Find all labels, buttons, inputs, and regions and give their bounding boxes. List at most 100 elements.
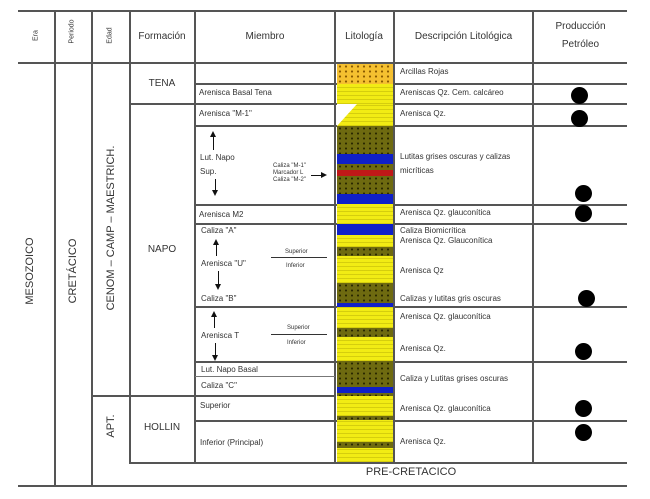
table-top-border <box>18 10 627 12</box>
u-divider-line <box>271 257 327 258</box>
header-produccion-line2: Petróleo <box>561 39 600 50</box>
header-bottom-border <box>18 62 627 64</box>
lith-caliza-c <box>337 387 393 393</box>
lith-caliza-a <box>337 224 393 235</box>
lith-arenisca-u-glauc <box>337 235 393 247</box>
miembro-m1: Arenisca "M-1" <box>199 109 252 118</box>
row-line <box>195 83 627 85</box>
lith-lutitas-1 <box>337 126 393 154</box>
desc-calizas-lutitas: Calizas y lutitas gris oscuras <box>400 294 501 303</box>
desc-basal-tena: Areniscas Qz. Cem. calcáreo <box>400 88 504 97</box>
desc-lutitas-1: Lutitas grises oscuras y calizas <box>400 152 511 161</box>
edad-lower-label: APT. <box>105 414 117 438</box>
lith-caliza-b <box>337 283 393 303</box>
lith-hollin-inferior-1 <box>337 420 393 442</box>
table-bottom-border <box>18 485 627 487</box>
lith-caliza-m1 <box>337 154 393 164</box>
miembro-caliza-m2: Caliza "M-2" <box>273 177 306 183</box>
row-line <box>195 376 335 377</box>
lith-lutitas-2 <box>337 164 393 170</box>
production-dot-icon <box>575 424 592 441</box>
miembro-caliza-b: Caliza "B" <box>201 294 237 303</box>
header-formacion: Formación <box>138 31 186 42</box>
lith-u-shale <box>337 247 393 256</box>
header-produccion-line1: Producción <box>555 21 606 32</box>
arrow-down-icon <box>215 271 221 290</box>
formacion-divider-tena <box>130 103 195 105</box>
miembro-caliza-c: Caliza "C" <box>201 381 237 390</box>
miembro-caliza-a: Caliza "A" <box>201 226 237 235</box>
lith-hollin-inferior-2 <box>337 448 393 462</box>
row-line <box>195 223 627 225</box>
desc-m2: Arenisca Qz. glauconítica <box>400 208 491 217</box>
col-line-formacion <box>194 10 196 464</box>
col-line-era <box>54 10 56 487</box>
col-line-descripcion <box>532 10 534 464</box>
t-divider-line <box>271 334 327 335</box>
formacion-napo: NAPO <box>147 244 177 255</box>
periodo-label: CRETÁCICO <box>67 238 79 304</box>
lith-hollin-shale <box>337 416 393 420</box>
lith-arenisca-basal-tena <box>337 84 393 104</box>
arrow-right-icon <box>311 175 323 176</box>
lith-arenisca-u <box>337 256 393 283</box>
lith-arenisca-t <box>337 337 393 361</box>
lith-hollin-inferior-shale <box>337 442 393 448</box>
miembro-lut-napo-sup-2: Sup. <box>200 167 217 176</box>
edad-upper-label: CENOM – CAMP – MAESTRICH. <box>105 145 117 311</box>
arrow-right-head <box>321 172 327 178</box>
header-era: Era <box>32 30 40 41</box>
miembro-caliza-m1: Caliza "M-1" <box>273 163 306 169</box>
miembro-basal-tena: Arenisca Basal Tena <box>199 88 272 97</box>
col-line-periodo <box>91 10 93 487</box>
miembro-t-inferior: Inferior <box>287 340 306 346</box>
lith-caliza-c-shale <box>337 393 393 396</box>
production-dot-icon <box>575 185 592 202</box>
era-label: MESOZOICO <box>24 237 36 305</box>
row-line <box>195 125 627 127</box>
arrow-down-icon <box>212 343 218 361</box>
miembro-u-superior: Superior <box>285 249 308 255</box>
row-line <box>195 420 627 422</box>
row-line <box>195 103 627 105</box>
header-periodo: Periodo <box>68 19 76 44</box>
pre-cretacico-label: PRE-CRETACICO <box>365 466 457 478</box>
desc-arcillas-rojas: Arcillas Rojas <box>400 67 449 76</box>
desc-t-glauc: Arenisca Qz. glauconítica <box>400 312 491 321</box>
miembro-hollin-superior: Superior <box>200 401 231 410</box>
arrow-up-icon <box>213 239 219 256</box>
lith-arenisca-m2 <box>337 204 393 224</box>
production-dot-icon <box>575 205 592 222</box>
col-line-litologia <box>393 10 395 464</box>
lith-arenisca-t-glauc <box>337 307 393 328</box>
miembro-u-inferior: Inferior <box>286 263 305 269</box>
production-dot-icon <box>578 290 595 307</box>
desc-hollin-inf: Arenisca Qz. <box>400 437 446 446</box>
formacion-hollin: HOLLIN <box>143 422 181 433</box>
header-edad: Edad <box>106 27 114 44</box>
lith-caliza-b-lime <box>337 303 393 307</box>
desc-caliza-bio: Caliza Biomicrítica <box>400 226 466 235</box>
miembro-marcador: Marcador L <box>273 170 304 176</box>
header-produccion: Producción Petróleo <box>534 18 627 54</box>
row-line <box>195 204 627 206</box>
miembro-arenisca-u: Arenisca "U" <box>201 259 246 268</box>
desc-u-qz: Arenisca Qz <box>400 266 444 275</box>
lith-lutitas-3 <box>337 176 393 194</box>
production-dot-icon <box>575 343 592 360</box>
miembro-lut-napo-basal: Lut. Napo Basal <box>201 365 258 374</box>
miembro-lut-napo-sup-1: Lut. Napo <box>200 153 235 162</box>
desc-u-glauc: Arenisca Qz. Glauconítica <box>400 236 493 245</box>
miembro-t-superior: Superior <box>287 325 310 331</box>
formacion-divider-napo <box>92 395 335 397</box>
miembro-hollin-inferior: Inferior (Principal) <box>200 438 264 447</box>
lith-t-shale <box>337 328 393 337</box>
arrow-up-icon <box>210 131 216 150</box>
header-miembro: Miembro <box>245 31 285 42</box>
formacion-divider-hollin <box>130 462 627 464</box>
lith-arcillas-rojas <box>337 64 393 84</box>
header-litologia: Litología <box>345 31 383 42</box>
header-descripcion: Descripción Litológica <box>414 31 513 42</box>
lith-hollin-superior <box>337 396 393 416</box>
desc-t-qz: Arenisca Qz. <box>400 344 446 353</box>
